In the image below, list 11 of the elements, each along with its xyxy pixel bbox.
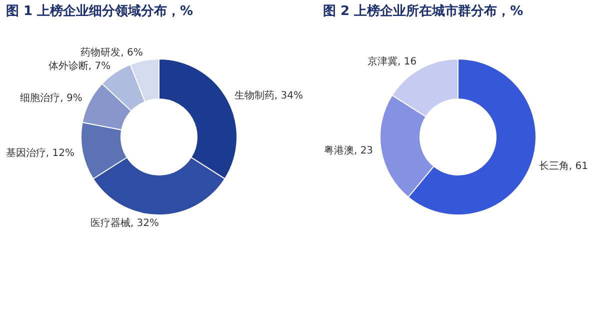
chart-title: 图 2 上榜企业所在城市群分布，% — [323, 3, 524, 19]
slice-label: 基因治疗, 12% — [6, 147, 75, 160]
slice-label: 粤港澳, 23 — [324, 144, 374, 156]
chart-title: 图 1 上榜企业细分领域分布，% — [6, 3, 194, 19]
slice-label: 细胞治疗, 9% — [20, 92, 82, 104]
slice-label: 药物研发, 6% — [80, 46, 143, 59]
slice-label: 生物制药, 34% — [234, 90, 303, 102]
slice-label: 体外诊断, 7% — [48, 60, 111, 72]
slice-label: 京津冀, 16 — [367, 56, 417, 68]
slice-label: 医疗器械, 32% — [90, 217, 159, 229]
slice-label: 长三角, 61 — [538, 160, 588, 172]
